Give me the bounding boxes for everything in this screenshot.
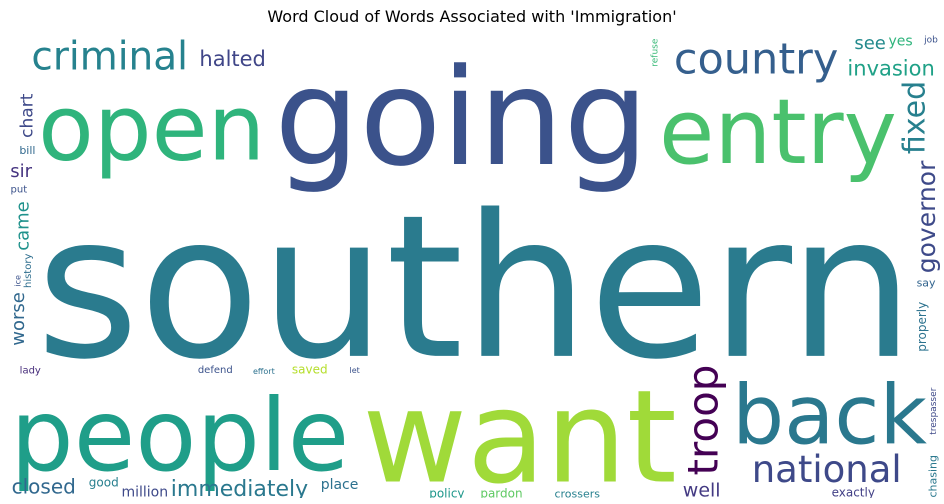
word-policy: policy — [429, 487, 464, 498]
word-country: country — [674, 35, 838, 85]
word-cloud-area: southern going want people entry troop open bac… — [10, 32, 940, 498]
word-entry: entry — [659, 80, 897, 185]
word-open: open — [38, 77, 265, 182]
word-halted: halted — [199, 47, 266, 71]
word-yes: yes — [888, 33, 912, 49]
word-immediately: immediately — [171, 477, 308, 498]
word-well: well — [683, 479, 721, 498]
word-pardon: pardon — [480, 487, 522, 498]
word-ice: ice — [13, 275, 22, 287]
word-want: want — [362, 364, 676, 498]
word-invasion: invasion — [847, 57, 934, 81]
word-closed: closed — [12, 475, 76, 498]
word-trespasser: trespasser — [929, 387, 939, 434]
word-fixed: fixed — [898, 81, 933, 154]
word-exactly: exactly — [832, 486, 875, 498]
word-see: see — [854, 33, 886, 54]
word-worse: worse — [10, 292, 29, 346]
word-crossers: crossers — [554, 487, 600, 498]
word-good: good — [89, 476, 119, 490]
word-put: put — [11, 185, 28, 196]
word-million: million — [121, 484, 168, 498]
word-job: job — [923, 35, 938, 45]
word-bill: bill — [19, 144, 35, 157]
word-let: let — [349, 366, 359, 375]
word-chasing: chasing — [927, 455, 940, 498]
word-chart: chart — [17, 93, 37, 138]
word-back: back — [732, 369, 927, 464]
word-criminal: criminal — [31, 35, 188, 80]
word-troop: troop — [678, 365, 727, 476]
word-going: going — [274, 40, 648, 196]
word-southern: southern — [36, 172, 914, 403]
word-say: say — [917, 277, 936, 290]
word-place: place — [321, 477, 359, 493]
word-refuse: refuse — [650, 38, 660, 67]
word-national: national — [752, 448, 902, 491]
word-came: came — [12, 201, 33, 251]
word-people: people — [10, 377, 349, 494]
chart-title: Word Cloud of Words Associated with 'Imm… — [267, 7, 677, 26]
word-governor: governor — [912, 160, 940, 273]
word-saved: saved — [292, 363, 328, 377]
word-effort: effort — [253, 367, 275, 376]
word-properly: properly — [915, 302, 929, 352]
word-history: history — [23, 254, 34, 288]
word-defend: defend — [198, 365, 233, 376]
word-lady: lady — [20, 366, 41, 377]
word-sir: sir — [10, 161, 32, 182]
